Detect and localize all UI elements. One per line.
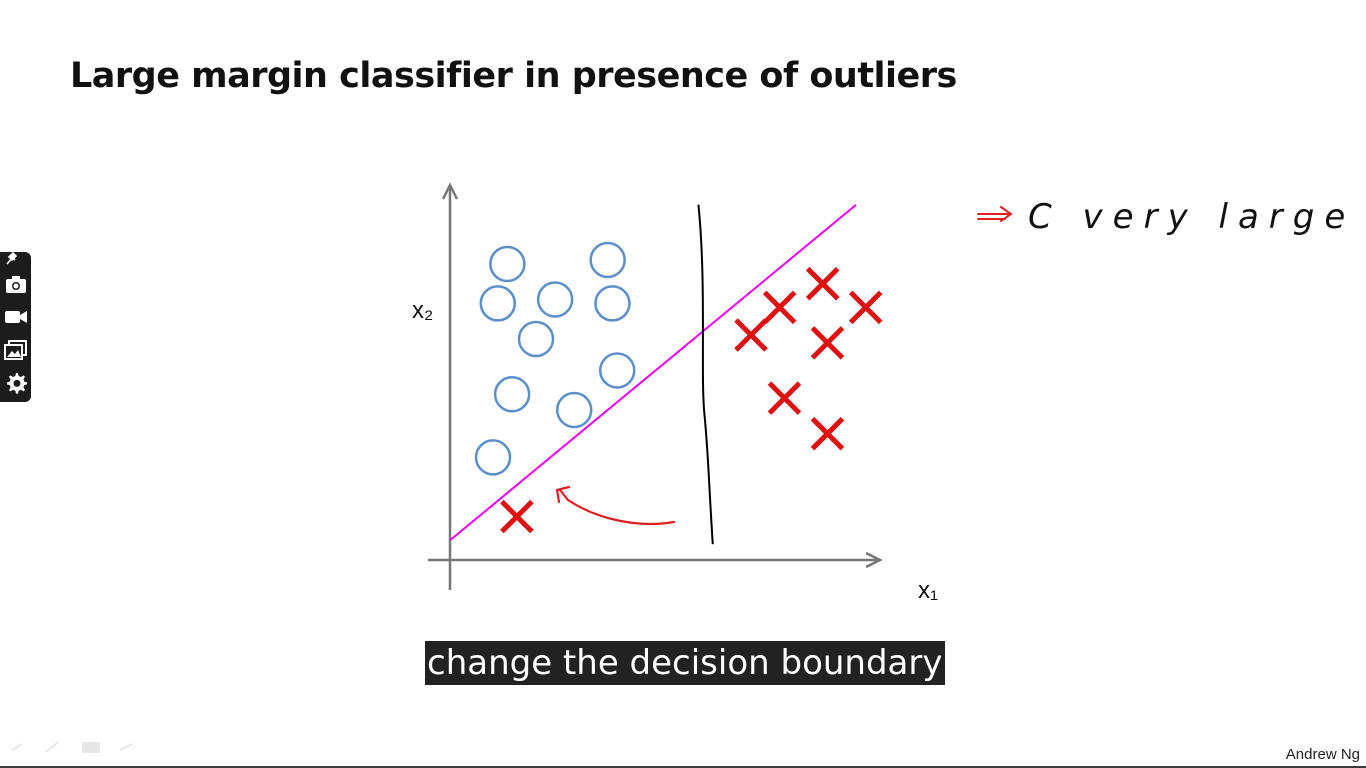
cross-point xyxy=(767,381,802,415)
bottom-border xyxy=(0,766,1366,768)
circle-point xyxy=(589,241,626,279)
circle-point xyxy=(598,352,636,389)
cross-point xyxy=(762,290,797,325)
x-axis-label: x₁ xyxy=(918,577,938,604)
handwritten-annotation: C very large xyxy=(977,197,1355,237)
gear-icon[interactable] xyxy=(4,371,28,395)
y-axis-label: x₂ xyxy=(412,297,433,324)
red-arrow-icon xyxy=(977,206,1013,222)
circle-point xyxy=(474,439,512,476)
curved-arrow-annotation xyxy=(555,485,676,525)
circle-point xyxy=(536,281,574,318)
circle-point xyxy=(555,391,593,429)
circle-point xyxy=(517,320,555,358)
x-axis-arrowhead xyxy=(865,551,883,569)
cross-point xyxy=(810,416,845,451)
caption-text: change the decision boundary xyxy=(425,641,945,685)
capture-toolbar xyxy=(0,251,31,402)
slide-title: Large margin classifier in presence of o… xyxy=(70,56,957,96)
circle-point xyxy=(493,375,531,413)
cross-point xyxy=(810,326,845,360)
annotation-text: C very large xyxy=(1028,197,1355,237)
y-axis-arrowhead xyxy=(441,182,459,200)
decision-boundary-magenta xyxy=(449,203,857,542)
decision-boundary-black xyxy=(697,204,714,545)
cross-point xyxy=(805,266,840,301)
video-camera-icon[interactable] xyxy=(4,305,28,329)
cross-point xyxy=(734,318,768,352)
circle-point xyxy=(479,285,517,322)
pin-icon[interactable] xyxy=(4,251,28,266)
circle-point xyxy=(489,245,526,283)
gallery-icon[interactable] xyxy=(4,338,28,362)
author-label: Andrew Ng xyxy=(1285,746,1360,763)
camera-icon[interactable] xyxy=(4,272,28,296)
cross-point xyxy=(848,290,883,325)
cross-point xyxy=(500,499,534,534)
pen-toolbar xyxy=(8,738,138,756)
circle-point xyxy=(594,285,631,322)
